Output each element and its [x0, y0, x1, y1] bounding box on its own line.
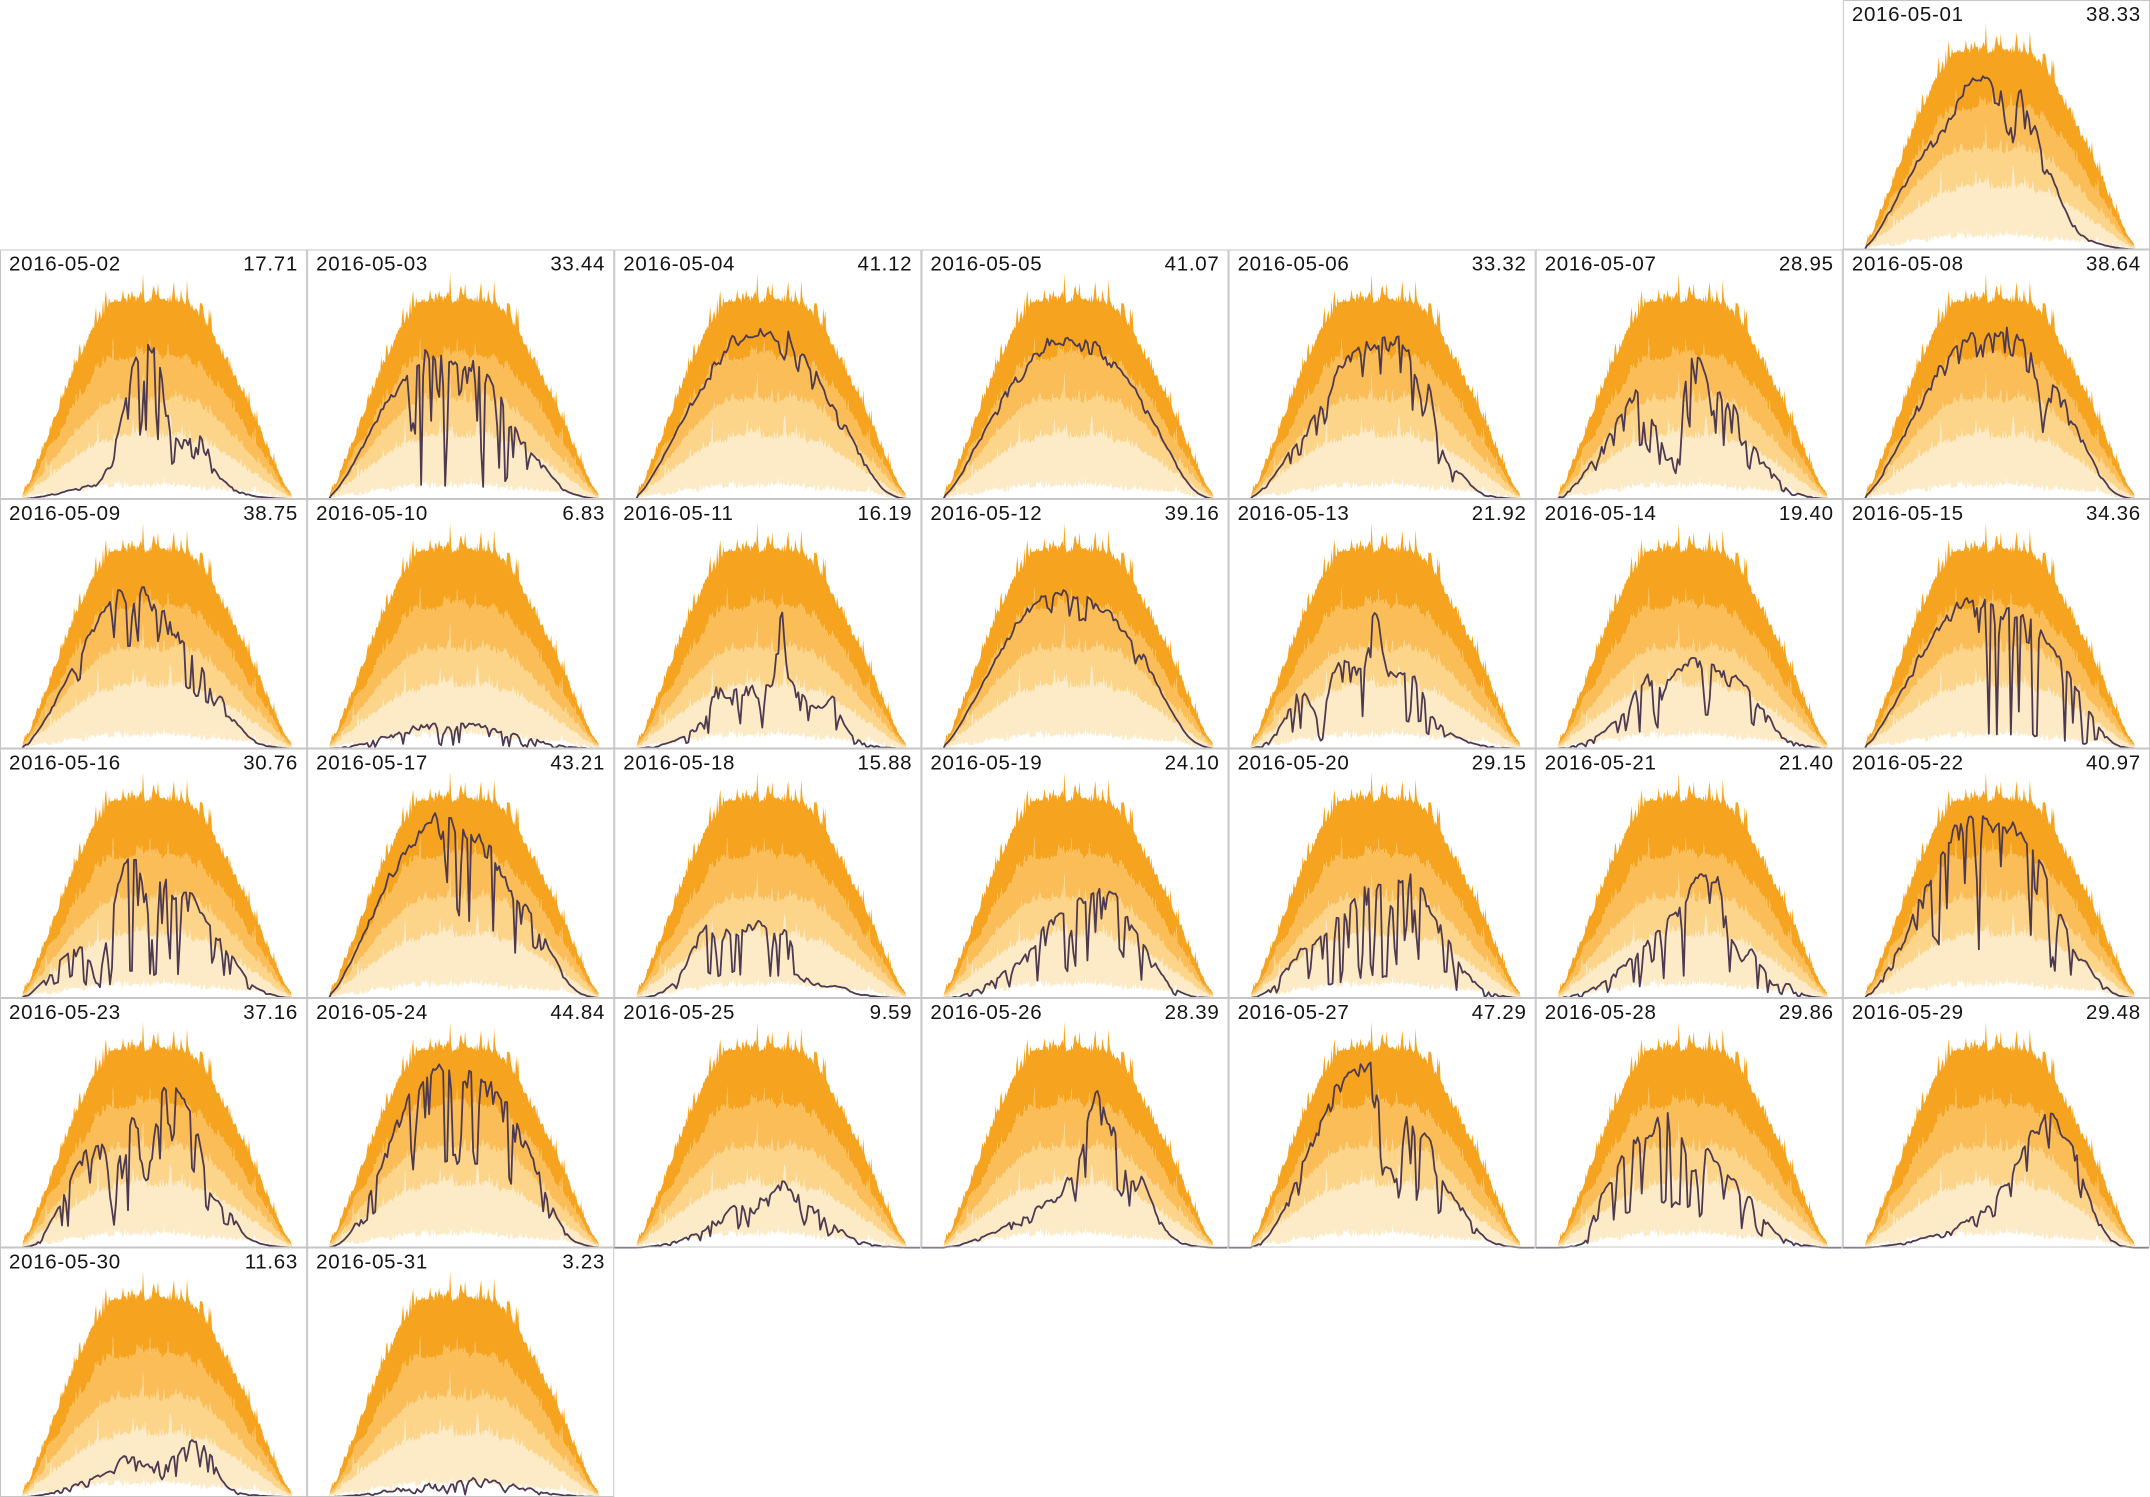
svg-text:2016-05-11: 2016-05-11: [623, 502, 733, 525]
svg-text:2016-05-29: 2016-05-29: [1852, 1001, 1964, 1024]
svg-text:21.40: 21.40: [1779, 752, 1834, 775]
svg-text:16.19: 16.19: [857, 502, 912, 525]
svg-text:2016-05-09: 2016-05-09: [9, 502, 121, 525]
svg-text:2016-05-19: 2016-05-19: [930, 752, 1042, 775]
svg-text:2016-05-07: 2016-05-07: [1545, 253, 1657, 276]
svg-text:2016-05-24: 2016-05-24: [316, 1001, 428, 1024]
svg-text:38.33: 38.33: [2086, 3, 2141, 26]
svg-text:38.75: 38.75: [243, 502, 298, 525]
svg-text:37.16: 37.16: [243, 1001, 298, 1024]
svg-text:6.83: 6.83: [562, 502, 605, 525]
svg-text:28.39: 28.39: [1165, 1001, 1220, 1024]
svg-text:2016-05-13: 2016-05-13: [1238, 502, 1350, 525]
svg-text:38.64: 38.64: [2086, 253, 2141, 276]
svg-text:2016-05-20: 2016-05-20: [1238, 752, 1350, 775]
svg-text:30.76: 30.76: [243, 752, 298, 775]
svg-text:2016-05-18: 2016-05-18: [623, 752, 735, 775]
svg-text:2016-05-31: 2016-05-31: [316, 1251, 428, 1274]
svg-text:29.48: 29.48: [2086, 1001, 2141, 1024]
svg-text:17.71: 17.71: [243, 253, 298, 276]
svg-text:2016-05-05: 2016-05-05: [930, 253, 1042, 276]
svg-text:29.86: 29.86: [1779, 1001, 1834, 1024]
svg-text:41.07: 41.07: [1165, 253, 1220, 276]
svg-text:33.32: 33.32: [1472, 253, 1527, 276]
svg-text:29.15: 29.15: [1472, 752, 1527, 775]
svg-text:2016-05-16: 2016-05-16: [9, 752, 121, 775]
svg-text:2016-05-02: 2016-05-02: [9, 253, 121, 276]
svg-text:2016-05-15: 2016-05-15: [1852, 502, 1964, 525]
svg-text:2016-05-23: 2016-05-23: [9, 1001, 121, 1024]
svg-text:33.44: 33.44: [550, 253, 605, 276]
svg-text:2016-05-22: 2016-05-22: [1852, 752, 1964, 775]
svg-text:3.23: 3.23: [562, 1251, 605, 1274]
svg-text:2016-05-26: 2016-05-26: [930, 1001, 1042, 1024]
svg-text:47.29: 47.29: [1472, 1001, 1527, 1024]
svg-text:44.84: 44.84: [550, 1001, 605, 1024]
svg-text:2016-05-25: 2016-05-25: [623, 1001, 735, 1024]
svg-text:2016-05-17: 2016-05-17: [316, 752, 428, 775]
svg-text:41.12: 41.12: [857, 253, 912, 276]
svg-text:2016-05-04: 2016-05-04: [623, 253, 735, 276]
svg-text:2016-05-27: 2016-05-27: [1238, 1001, 1350, 1024]
svg-text:15.88: 15.88: [857, 752, 912, 775]
svg-text:2016-05-03: 2016-05-03: [316, 253, 428, 276]
svg-text:2016-05-01: 2016-05-01: [1852, 3, 1964, 26]
svg-text:21.92: 21.92: [1472, 502, 1527, 525]
svg-text:34.36: 34.36: [2086, 502, 2141, 525]
svg-text:24.10: 24.10: [1165, 752, 1220, 775]
svg-text:2016-05-12: 2016-05-12: [930, 502, 1042, 525]
svg-text:2016-05-06: 2016-05-06: [1238, 253, 1350, 276]
svg-text:2016-05-10: 2016-05-10: [316, 502, 428, 525]
svg-text:2016-05-30: 2016-05-30: [9, 1251, 121, 1274]
svg-text:39.16: 39.16: [1165, 502, 1220, 525]
svg-text:2016-05-21: 2016-05-21: [1545, 752, 1657, 775]
svg-text:2016-05-14: 2016-05-14: [1545, 502, 1657, 525]
svg-text:19.40: 19.40: [1779, 502, 1834, 525]
svg-text:28.95: 28.95: [1779, 253, 1834, 276]
svg-text:9.59: 9.59: [870, 1001, 913, 1024]
svg-text:2016-05-28: 2016-05-28: [1545, 1001, 1657, 1024]
svg-text:40.97: 40.97: [2086, 752, 2141, 775]
svg-text:2016-05-08: 2016-05-08: [1852, 253, 1964, 276]
svg-text:43.21: 43.21: [550, 752, 605, 775]
svg-text:11.63: 11.63: [245, 1251, 298, 1274]
